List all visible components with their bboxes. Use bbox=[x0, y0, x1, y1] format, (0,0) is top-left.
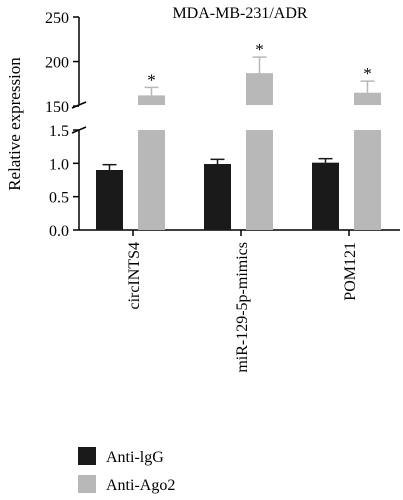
bar-anti-ago2-1-upper bbox=[246, 73, 273, 105]
x-tick-labels: circINTS4 miR-129-5p-mimics POM121 bbox=[126, 242, 359, 373]
x-tick-label: miR-129-5p-mimics bbox=[234, 242, 251, 373]
y-axis-label: Relative expression bbox=[5, 57, 24, 191]
chart-title: MDA-MB-231/ADR bbox=[172, 5, 307, 22]
legend-swatch-anti-ago2 bbox=[78, 475, 96, 493]
bar-anti-ago2-1 bbox=[246, 130, 273, 230]
significance-marker: * bbox=[147, 70, 156, 89]
x-tick-label: POM121 bbox=[342, 242, 359, 301]
bar-anti-lgg-2 bbox=[312, 162, 339, 230]
bar-anti-lgg-1 bbox=[204, 164, 231, 230]
bar-anti-lgg-0 bbox=[96, 170, 123, 230]
significance-marker: * bbox=[363, 64, 372, 83]
bars: * * * bbox=[96, 40, 381, 230]
y-tick-label: 250 bbox=[45, 10, 69, 27]
y-tick-label: 1.5 bbox=[49, 123, 69, 140]
significance-marker: * bbox=[255, 40, 264, 59]
y-tick-label: 1.0 bbox=[49, 156, 69, 173]
y-ticks-lower: 0.0 0.5 1.0 1.5 bbox=[49, 123, 79, 240]
y-tick-label: 200 bbox=[45, 55, 69, 72]
x-ticks bbox=[132, 230, 350, 236]
bar-anti-ago2-2-upper bbox=[354, 92, 381, 105]
legend: Anti-lgG Anti-Ago2 bbox=[78, 447, 175, 494]
legend-label-anti-lgg: Anti-lgG bbox=[106, 449, 164, 466]
bar-anti-ago2-0 bbox=[138, 130, 165, 230]
y-ticks-upper: 150 200 250 bbox=[45, 10, 79, 116]
legend-swatch-anti-lgg bbox=[78, 447, 96, 465]
y-axis: 150 200 250 0.0 0.5 1.0 1.5 bbox=[45, 10, 87, 240]
axis-break-mark-upper bbox=[71, 101, 87, 109]
y-tick-label: 0.5 bbox=[49, 190, 69, 207]
y-tick-label: 0.0 bbox=[49, 223, 69, 240]
bar-anti-ago2-2 bbox=[354, 130, 381, 230]
legend-label-anti-ago2: Anti-Ago2 bbox=[106, 477, 175, 494]
y-tick-label: 150 bbox=[45, 99, 69, 116]
bar-anti-ago2-0-upper bbox=[138, 95, 165, 105]
x-tick-label: circINTS4 bbox=[126, 242, 143, 310]
